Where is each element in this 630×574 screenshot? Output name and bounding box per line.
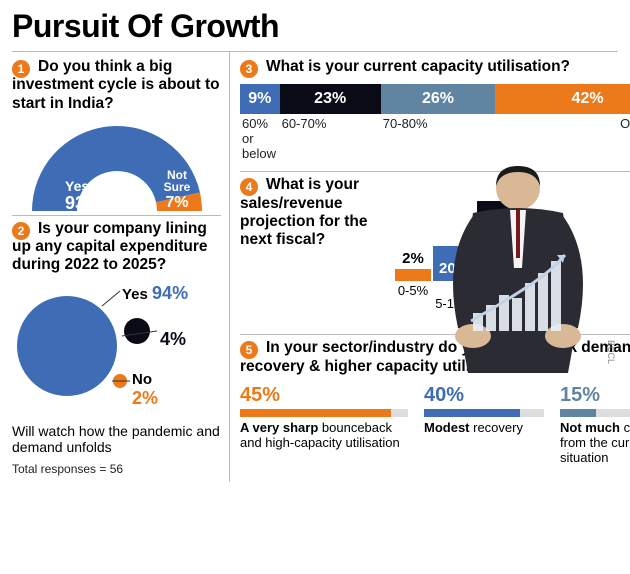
q2-chart: Yes 94% 4% No 2% <box>12 281 221 421</box>
q1-question: Do you think a big investment cycle is a… <box>12 58 220 112</box>
svg-text:Yes93%: Yes93% <box>65 178 101 213</box>
page-title: Pursuit Of Growth <box>12 8 618 45</box>
q3-segment-label: 60-70% <box>280 116 381 161</box>
q5-item: 15% Not much change from the current situ… <box>560 384 630 466</box>
q3-segment-label: Over 80% <box>495 116 630 161</box>
q3-block: 3 What is your current capacity utilisat… <box>240 58 630 76</box>
q5-item: 45% A very sharp bounceback and high-capa… <box>240 384 408 466</box>
q2-yes-pct: 94% <box>152 283 188 303</box>
q2-question: Is your company lining up any capital ex… <box>12 220 208 274</box>
q5-pct: 40% <box>424 384 544 407</box>
q1-semi-donut: Yes93% NotSure7% <box>27 121 207 211</box>
q3-segment: 42% <box>495 84 630 114</box>
q3-labels: 60% or below60-70%70-80%Over 80% <box>240 116 630 161</box>
q2-no-label: No <box>132 371 152 388</box>
q5-label: Not much change from the current situati… <box>560 421 630 466</box>
q3-stackbar: 9%23%26%42% <box>240 84 630 114</box>
q5-item: 40% Modest recovery <box>424 384 544 466</box>
q3-segment: 9% <box>240 84 280 114</box>
q5-bar-fg <box>560 409 596 417</box>
q5-label: Modest recovery <box>424 421 544 436</box>
q5-bars: 45% A very sharp bounceback and high-capa… <box>240 384 630 466</box>
q3-segment-label: 60% or below <box>240 116 280 161</box>
businessman-illustration <box>418 158 618 373</box>
q3-segment-label: 70-80% <box>381 116 495 161</box>
q5-pct: 45% <box>240 384 408 407</box>
q5-bar-bg <box>424 409 544 417</box>
q2-big-circle <box>17 296 117 396</box>
q1-bullet: 1 <box>12 60 30 78</box>
q3-bullet: 3 <box>240 60 258 78</box>
q5-pct: 15% <box>560 384 630 407</box>
q3-segment: 26% <box>381 84 495 114</box>
svg-text:NotSure7%: NotSure7% <box>163 168 190 211</box>
q2-mid-circle <box>124 318 150 344</box>
q5-bar-bg <box>240 409 408 417</box>
q2-caption: Will watch how the pandemic and demand u… <box>12 423 221 457</box>
q2-block: 2 Is your company lining up any capital … <box>12 220 221 275</box>
q5-label: A very sharp bounceback and high-capacit… <box>240 421 408 451</box>
q3-question: What is your current capacity utilisatio… <box>266 58 570 75</box>
q1-block: 1 Do you think a big investment cycle is… <box>12 58 221 113</box>
q5-bar-fg <box>240 409 391 417</box>
q2-no-pct: 2% <box>132 388 158 408</box>
footnote: Total responses = 56 <box>12 462 221 476</box>
q2-bullet: 2 <box>12 222 30 240</box>
q5-bar-bg <box>560 409 630 417</box>
q5-bar-fg <box>424 409 520 417</box>
q2-yes-label: Yes <box>122 286 148 303</box>
q4-question: What is your sales/revenue projection fo… <box>240 176 367 248</box>
credit-text: BCCL <box>606 340 616 364</box>
q3-segment: 23% <box>280 84 381 114</box>
q2-mid-pct: 4% <box>160 329 186 350</box>
